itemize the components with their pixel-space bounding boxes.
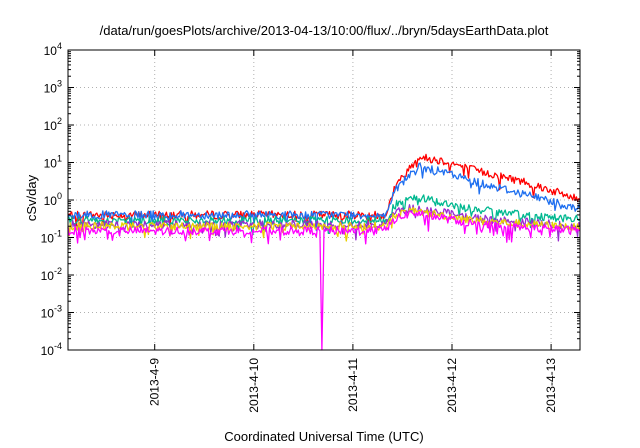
y-tick-label-exponent: 1: [57, 154, 62, 164]
y-tick-label: 100: [44, 191, 62, 208]
y-tick-label: 10-1: [41, 229, 62, 246]
y-tick-label-base: 10: [41, 344, 55, 358]
x-tick-label: 2013-4-13: [544, 358, 558, 413]
y-tick-label-exponent: -3: [54, 304, 62, 314]
plot-frame: [67, 49, 581, 351]
y-tick-label-base: 10: [44, 44, 58, 58]
x-tick-label: 2013-4-10: [247, 358, 261, 413]
series-line-5: [67, 206, 581, 242]
y-tick-label-base: 10: [41, 307, 55, 321]
y-tick-label: 10-3: [41, 304, 62, 321]
y-tick-label-exponent: 0: [57, 191, 62, 201]
y-tick-label-base: 10: [44, 194, 58, 208]
y-tick-label: 10-2: [41, 266, 62, 283]
series-line-1: [67, 153, 581, 229]
y-tick-label-base: 10: [41, 232, 55, 246]
y-tick-label-base: 10: [44, 119, 58, 133]
x-tick-label: 2013-4-11: [346, 358, 360, 412]
x-tick-label: 2013-4-12: [445, 358, 459, 413]
y-tick-label: 103: [44, 79, 62, 96]
y-tick-label-base: 10: [41, 269, 55, 283]
x-axis-label: Coordinated Universal Time (UTC): [224, 429, 423, 444]
series-group: [67, 153, 581, 351]
grid: [68, 49, 580, 351]
series-line-6: [67, 210, 581, 351]
y-tick-label-exponent: -4: [54, 341, 62, 351]
y-tick-label: 102: [44, 116, 62, 133]
y-tick-label: 101: [44, 154, 62, 171]
y-tick-label-exponent: -1: [54, 229, 62, 239]
y-tick-label-exponent: 3: [57, 79, 62, 89]
y-tick-label-exponent: 2: [57, 116, 62, 126]
y-tick-label-exponent: 4: [57, 41, 62, 51]
y-tick-label-base: 10: [44, 157, 58, 171]
y-tick-label-exponent: -2: [54, 266, 62, 276]
y-axis-label: cSv/day: [24, 174, 39, 221]
y-tick-label: 10-4: [41, 341, 62, 358]
y-tick-label: 104: [44, 41, 62, 58]
y-tick-label-base: 10: [44, 82, 58, 96]
series-line-2: [67, 162, 581, 232]
x-tick-label: 2013-4-9: [148, 358, 162, 406]
chart-title: /data/run/goesPlots/archive/2013-04-13/1…: [100, 23, 549, 38]
